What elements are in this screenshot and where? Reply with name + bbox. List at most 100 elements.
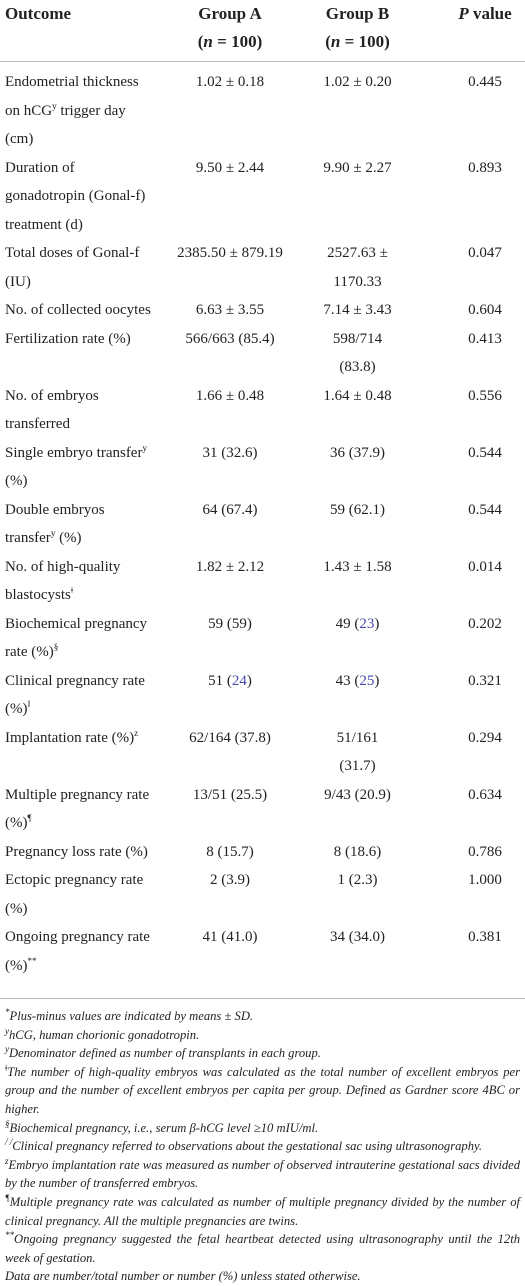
text: Implantation rate (%) bbox=[5, 729, 135, 746]
table-cell: 1.82 ± 2.12 bbox=[160, 553, 300, 610]
footnote-text: Multiple pregnancy rate was calculated a… bbox=[5, 1194, 520, 1228]
citation-link[interactable]: 23 bbox=[359, 615, 375, 632]
table-cell: 0.786 bbox=[415, 838, 525, 867]
table-cell: 0.413 bbox=[415, 325, 525, 382]
table-cell: 8 (15.7) bbox=[160, 838, 300, 867]
table-cell: 0.893 bbox=[415, 154, 525, 240]
table-cell: Ectopic pregnancy rate (%) bbox=[0, 866, 160, 923]
text: (%) bbox=[55, 530, 82, 546]
footnote-mark: * bbox=[5, 1006, 10, 1017]
text: No. of high-quality blastocysts bbox=[5, 558, 121, 604]
citation-link[interactable]: 24 bbox=[231, 672, 247, 689]
table-cell: 43 (25) bbox=[300, 667, 415, 724]
cell-text: 9.90 ± 2.27 bbox=[323, 159, 392, 176]
footnotes: *Plus-minus values are indicated by mean… bbox=[0, 999, 525, 1286]
footnote-mark: y bbox=[5, 1025, 9, 1036]
table-cell: 9/43 (20.9) bbox=[300, 781, 415, 838]
text: ( bbox=[197, 32, 204, 51]
table-cell: 49 (23) bbox=[300, 610, 415, 667]
table-cell: 2385.50 ± 879.19 bbox=[160, 239, 300, 296]
table-cell: No. of high-quality blastocystsǂ bbox=[0, 553, 160, 610]
cell-text: 41 (41.0) bbox=[202, 929, 258, 945]
cell-text: 0.544 bbox=[468, 501, 502, 518]
table-row: No. of high-quality blastocystsǂ 1.82 ± 2… bbox=[0, 553, 525, 610]
cell-text: 13/51 (25.5) bbox=[192, 786, 268, 803]
text: 51 ( bbox=[208, 672, 232, 689]
footnote-mark: / / bbox=[5, 1136, 13, 1147]
header-line: Group B bbox=[300, 0, 415, 28]
table-row: Biochemical pregnancy rate (%)§ 59 (59) 49… bbox=[0, 610, 525, 667]
superscript: ǂ bbox=[70, 585, 74, 595]
text: = 100) bbox=[340, 32, 390, 51]
table-cell: No. of embryos transferred bbox=[0, 382, 160, 439]
header-cell: Outcome bbox=[0, 0, 160, 62]
text: ( bbox=[325, 32, 331, 51]
cell-text: 2527.63 ± 1170.33 bbox=[327, 245, 388, 290]
table-row: Ongoing pregnancy rate (%)** 41 (41.0) 34 … bbox=[0, 923, 525, 999]
text: ) bbox=[374, 615, 380, 632]
footnote: **Ongoing pregnancy suggested the fetal … bbox=[5, 1230, 520, 1267]
text: value bbox=[468, 4, 512, 23]
text: (%) bbox=[5, 473, 28, 489]
cell-text: 9/43 (20.9) bbox=[324, 786, 391, 803]
header-cell: Group A (n = 100) bbox=[160, 0, 300, 62]
table-cell: Pregnancy loss rate (%) bbox=[0, 838, 160, 867]
text: 43 ( bbox=[335, 672, 360, 689]
table-cell: 13/51 (25.5) bbox=[160, 781, 300, 838]
text: 49 ( bbox=[335, 615, 360, 632]
header-line: (n = 100) bbox=[160, 28, 300, 56]
superscript: ‖ bbox=[27, 699, 31, 709]
table-row: Implantation rate (%)z 62/164 (37.8) 51/16… bbox=[0, 724, 525, 781]
table-cell: 41 (41.0) bbox=[160, 923, 300, 999]
text: trigger day (cm) bbox=[5, 102, 126, 148]
footnote-mark: z bbox=[5, 1155, 9, 1166]
text: Ectopic pregnancy rate (%) bbox=[5, 872, 144, 917]
table-row: Single embryo transfery (%) 31 (32.6) 36 (… bbox=[0, 439, 525, 496]
footnote-mark: ¶ bbox=[5, 1192, 10, 1203]
citation-link[interactable]: 25 bbox=[359, 672, 375, 689]
table-cell: Implantation rate (%)z bbox=[0, 724, 160, 781]
text: = 100) bbox=[212, 32, 263, 51]
cell-text: 7.14 ± 3.43 bbox=[323, 302, 392, 318]
cell-text: 0.893 bbox=[468, 159, 502, 176]
cell-text: 2 (3.9) bbox=[210, 872, 250, 888]
table-cell: 1.64 ± 0.48 bbox=[300, 382, 415, 439]
results-table: Outcome Group A (n = 100) Group B (n = 100… bbox=[0, 0, 525, 999]
superscript: ** bbox=[27, 955, 37, 966]
table-cell: Endometrial thickness on hCGy trigger da… bbox=[0, 62, 160, 154]
table-cell: Duration of gonadotropin (Gonal-f) treat… bbox=[0, 154, 160, 240]
cell-text: 0.294 bbox=[468, 729, 502, 746]
footnote: / /Clinical pregnancy referred to observ… bbox=[5, 1137, 520, 1156]
cell-text: 0.634 bbox=[468, 786, 502, 803]
text: Biochemical pregnancy rate (%) bbox=[5, 615, 148, 661]
table-cell: 51/161 (31.7) bbox=[300, 724, 415, 781]
cell-text: 0.321 bbox=[468, 672, 502, 689]
footnote-mark: ** bbox=[5, 1229, 14, 1240]
table-cell: 0.544 bbox=[415, 439, 525, 496]
cell-text: 59 (59) bbox=[208, 615, 252, 632]
footnote-mark: ǂ bbox=[5, 1062, 8, 1073]
cell-text: 0.047 bbox=[468, 245, 502, 261]
cell-text: 9.50 ± 2.44 bbox=[195, 159, 265, 176]
cell-text: 0.556 bbox=[468, 387, 502, 404]
cell-text: 2385.50 ± 879.19 bbox=[177, 245, 283, 261]
cell-text: 64 (67.4) bbox=[202, 501, 258, 518]
cell-text: 34 (34.0) bbox=[330, 929, 385, 945]
cell-text: 0.544 bbox=[468, 444, 502, 461]
table-cell: Single embryo transfery (%) bbox=[0, 439, 160, 496]
cell-text: 0.381 bbox=[468, 929, 502, 945]
table-cell: 0.445 bbox=[415, 62, 525, 154]
table-cell: 31 (32.6) bbox=[160, 439, 300, 496]
table-cell: 2 (3.9) bbox=[160, 866, 300, 923]
table-cell: 0.321 bbox=[415, 667, 525, 724]
superscript: y bbox=[50, 528, 56, 538]
footnote: §Biochemical pregnancy, i.e., serum β-hC… bbox=[5, 1119, 520, 1138]
table-cell: 0.544 bbox=[415, 496, 525, 553]
footnote-mark: y bbox=[5, 1044, 9, 1054]
cell-text: 8 (15.7) bbox=[206, 843, 254, 860]
table-cell: 0.014 bbox=[415, 553, 525, 610]
text: ) bbox=[246, 672, 252, 689]
table-cell: No. of collected oocytes bbox=[0, 296, 160, 325]
cell-text: 6.63 ± 3.55 bbox=[195, 302, 265, 318]
